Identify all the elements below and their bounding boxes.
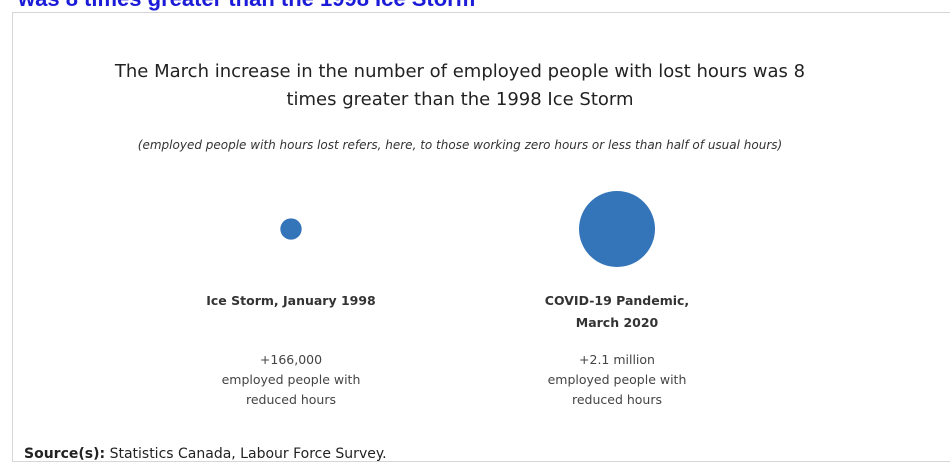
value-note: employed people with reduced hours — [547, 372, 687, 407]
page-heading: was 8 times greater than the 1998 Ice St… — [18, 0, 475, 12]
chart-title: The March increase in the number of empl… — [114, 61, 806, 110]
value-note: employed people with reduced hours — [221, 372, 361, 407]
bubble — [579, 191, 655, 267]
bubble — [280, 218, 302, 240]
category-label: COVID-19 Pandemic, March 2020 — [544, 293, 690, 330]
chart-subtitle: (employed people with hours lost refers,… — [137, 138, 783, 152]
value-label: +2.1 million — [579, 352, 655, 367]
source-text: Statistics Canada, Labour Force Survey. — [109, 446, 387, 462]
source: Source(s): Statistics Canada, Labour For… — [24, 446, 387, 462]
value-label: +166,000 — [259, 352, 323, 367]
category-label: Ice Storm, January 1998 — [206, 293, 376, 308]
source-label: Source(s): — [24, 446, 106, 462]
